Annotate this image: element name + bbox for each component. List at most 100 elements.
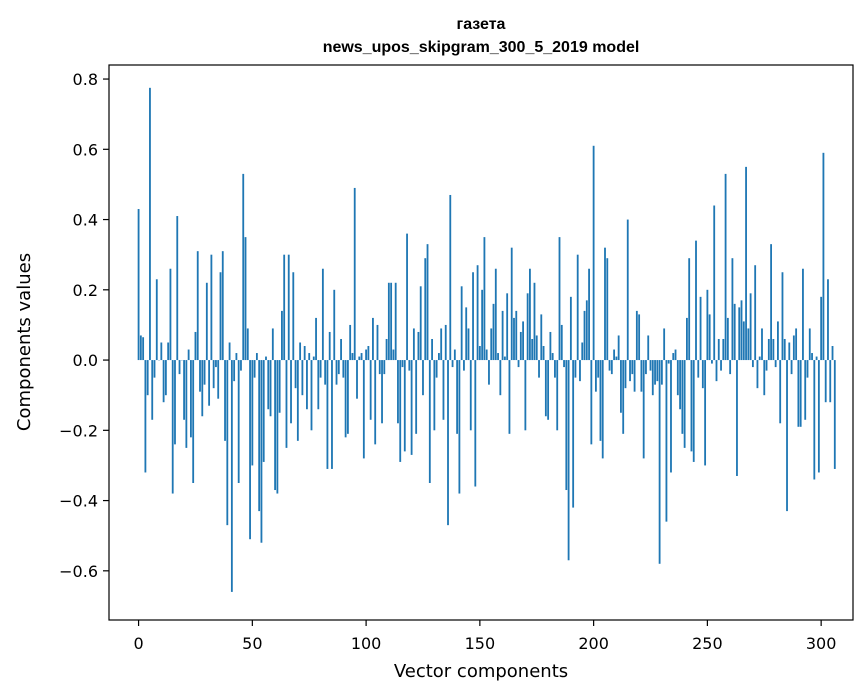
bar (749, 293, 752, 361)
bar (139, 335, 142, 361)
bar (169, 268, 172, 361)
bar (531, 338, 534, 361)
bar (321, 268, 324, 361)
bar (287, 254, 290, 361)
bar (205, 282, 208, 361)
bar (453, 349, 456, 361)
bar (506, 293, 509, 361)
bar (526, 293, 529, 361)
bar (606, 258, 609, 361)
bar (349, 324, 352, 361)
bar (440, 328, 443, 361)
bar (599, 360, 602, 441)
bar (747, 328, 750, 361)
bar (271, 328, 274, 361)
bar (542, 346, 545, 361)
bar (820, 296, 823, 361)
bar (419, 286, 422, 361)
bar (783, 338, 786, 361)
bar (424, 258, 427, 361)
bar (442, 360, 445, 420)
bar (142, 337, 145, 361)
bar (556, 360, 559, 431)
bar (265, 356, 267, 361)
bar (212, 360, 215, 389)
bar (449, 194, 452, 361)
bar (751, 360, 754, 368)
bar (622, 360, 625, 434)
bar (608, 360, 611, 371)
bar (408, 360, 411, 371)
bar (463, 360, 465, 371)
bar (724, 173, 727, 361)
bar (638, 314, 641, 361)
bar (185, 360, 188, 448)
bar (369, 360, 372, 420)
bar (460, 286, 463, 361)
bar (276, 360, 279, 494)
bar (574, 360, 577, 378)
bar (731, 258, 734, 361)
bar (588, 268, 590, 361)
bar (438, 353, 440, 361)
bar (726, 317, 729, 361)
bar (635, 310, 638, 361)
bar (690, 360, 693, 452)
bar (767, 338, 770, 361)
bar (219, 272, 222, 361)
bar (594, 360, 597, 392)
bar (224, 360, 226, 441)
bar (469, 360, 472, 431)
bar (324, 360, 327, 385)
x-tick-label: 50 (242, 634, 262, 653)
y-axis-label: Components values (14, 253, 35, 431)
bar (360, 353, 363, 361)
bar (567, 360, 570, 561)
bar (397, 360, 399, 424)
bar (565, 360, 568, 491)
bar (235, 353, 238, 361)
bar (167, 342, 170, 361)
bar (772, 338, 775, 361)
bar (410, 360, 413, 455)
bar (383, 360, 386, 375)
bar (706, 289, 709, 361)
bar (456, 360, 459, 434)
bar (551, 353, 554, 361)
bar (715, 360, 718, 382)
bar (674, 349, 677, 361)
bar (249, 360, 251, 540)
bar (253, 360, 256, 378)
bar (554, 360, 556, 378)
bar (208, 360, 211, 406)
y-tick-label: 0.8 (73, 70, 98, 89)
bar (476, 265, 479, 361)
bar (656, 360, 659, 382)
x-tick-label: 250 (692, 634, 723, 653)
bar (401, 360, 404, 368)
bar (569, 296, 572, 361)
bar (597, 360, 600, 378)
bar (221, 251, 224, 361)
bar (679, 360, 681, 410)
bar (353, 187, 356, 361)
bar (337, 360, 340, 375)
bar (335, 360, 338, 385)
bar (701, 360, 704, 389)
bar (344, 360, 347, 438)
bar (376, 324, 379, 361)
bar (303, 346, 306, 361)
bar (827, 279, 829, 361)
bar (758, 356, 761, 361)
bar (806, 360, 809, 378)
bar (733, 303, 736, 361)
bar (519, 331, 522, 361)
bar (713, 205, 716, 361)
bar (435, 360, 438, 378)
bar (146, 360, 149, 396)
bar (779, 360, 782, 424)
bar (581, 342, 584, 361)
bar (736, 360, 738, 476)
y-tick-label: 0.4 (73, 211, 98, 230)
